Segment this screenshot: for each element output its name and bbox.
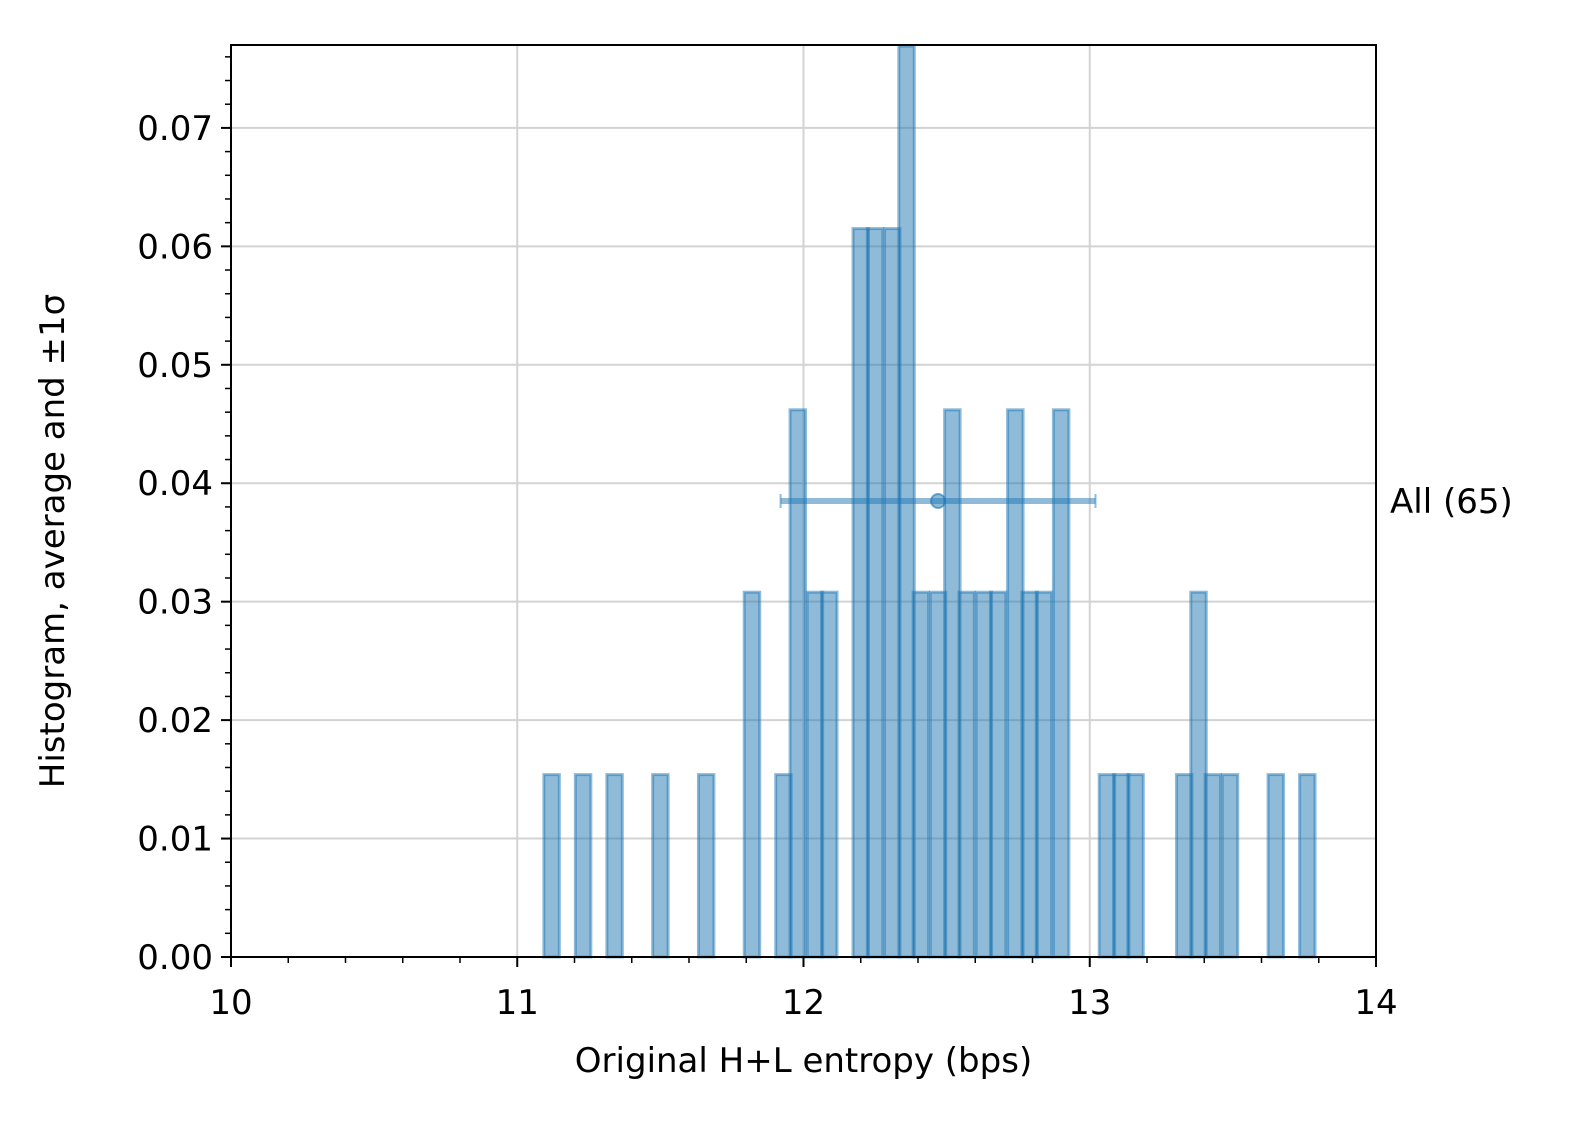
y-tick-label: 0.04 [137,464,213,504]
histogram-bars [542,44,1317,959]
histogram-bar [696,773,716,959]
y-tick-label: 0.07 [137,109,213,149]
histogram-bar [865,227,885,959]
y-tick-label: 0.05 [137,346,213,386]
histogram-bar [1203,773,1223,959]
histogram-bar [1126,773,1145,959]
x-axis-label: Original H+L entropy (bps) [575,1041,1032,1081]
histogram-bar [911,590,931,959]
mean-sigma-errorbar [779,493,1097,509]
histogram-bar [1298,773,1317,959]
histogram-bar [1266,773,1286,959]
y-tick-label: 0.02 [137,701,213,741]
histogram-bar [1034,590,1054,959]
x-tick-label: 12 [782,983,825,1023]
histogram-bar [605,773,624,959]
x-tick-label: 10 [209,983,252,1023]
x-tick-label: 13 [1068,983,1111,1023]
histogram-bar [651,773,670,959]
y-axis-label: Histogram, average and ±1σ [33,294,73,788]
series-label: All (65) [1390,482,1513,522]
histogram-bar [957,590,976,959]
histogram-bar [1220,773,1240,959]
mean-marker [930,493,947,509]
x-axis-ticks: 10 11 12 13 14 [209,957,1398,1023]
y-tick-label: 0.01 [137,820,213,860]
histogram-bar [542,773,561,959]
histogram-bar [820,590,839,959]
histogram-bar [573,773,593,959]
y-axis-ticks: 0.00 0.01 0.02 0.03 0.04 0.05 0.06 0.07 [137,56,231,978]
x-tick-label: 14 [1354,983,1397,1023]
histogram-bar [1051,408,1071,959]
histogram-bar [788,408,808,959]
x-tick-label: 11 [496,983,539,1023]
histogram-bar [742,590,762,959]
y-tick-label: 0.00 [137,938,213,978]
y-tick-label: 0.03 [137,583,213,623]
histogram-bar [988,590,1008,959]
y-tick-label: 0.06 [137,227,213,267]
